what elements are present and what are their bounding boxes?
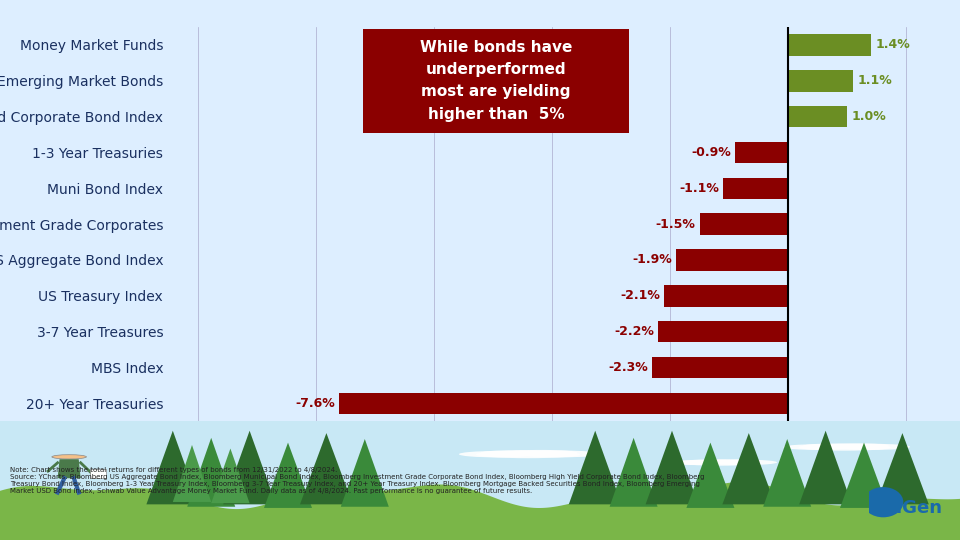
Bar — [700, 213, 788, 235]
Ellipse shape — [702, 459, 758, 464]
Polygon shape — [723, 433, 776, 504]
Ellipse shape — [783, 444, 852, 450]
Ellipse shape — [481, 450, 549, 456]
Bar — [735, 141, 788, 163]
Ellipse shape — [504, 450, 578, 456]
Ellipse shape — [515, 450, 601, 457]
Bar — [788, 106, 848, 127]
Ellipse shape — [459, 451, 537, 457]
Text: While bonds have
underperformed
most are yielding
higher than  5%: While bonds have underperformed most are… — [420, 40, 572, 122]
Text: -0.9%: -0.9% — [691, 146, 731, 159]
Polygon shape — [568, 431, 621, 504]
Text: -7.6%: -7.6% — [296, 397, 335, 410]
Bar — [659, 321, 788, 342]
Text: -1.1%: -1.1% — [680, 182, 719, 195]
Polygon shape — [686, 443, 734, 508]
Text: 1.0%: 1.0% — [852, 110, 886, 123]
Ellipse shape — [833, 444, 910, 450]
Ellipse shape — [684, 460, 737, 464]
Text: -2.1%: -2.1% — [620, 289, 660, 302]
Polygon shape — [211, 449, 250, 503]
Text: 1.4%: 1.4% — [876, 38, 910, 51]
Polygon shape — [763, 439, 811, 507]
Text: -2.3%: -2.3% — [609, 361, 648, 374]
Bar — [664, 285, 788, 307]
Text: -2.2%: -2.2% — [614, 325, 654, 338]
Polygon shape — [264, 443, 312, 508]
Polygon shape — [173, 445, 211, 502]
Polygon shape — [90, 469, 106, 478]
Ellipse shape — [824, 443, 889, 449]
Ellipse shape — [803, 443, 864, 448]
Ellipse shape — [476, 451, 580, 458]
Ellipse shape — [709, 460, 778, 465]
Ellipse shape — [666, 460, 727, 465]
Polygon shape — [0, 482, 960, 540]
Text: -1.9%: -1.9% — [633, 253, 672, 266]
Ellipse shape — [680, 460, 760, 465]
FancyBboxPatch shape — [363, 29, 629, 133]
Text: AllGen: AllGen — [877, 498, 943, 517]
Polygon shape — [610, 438, 658, 507]
Ellipse shape — [799, 444, 891, 451]
Text: -1.5%: -1.5% — [656, 218, 696, 231]
Polygon shape — [146, 431, 200, 504]
Bar — [339, 393, 788, 414]
Bar — [676, 249, 788, 271]
Circle shape — [52, 455, 86, 459]
Polygon shape — [645, 431, 698, 504]
Text: 1.1%: 1.1% — [857, 75, 892, 87]
Polygon shape — [187, 438, 235, 507]
Bar — [653, 357, 788, 378]
Polygon shape — [58, 459, 81, 478]
X-axis label: Year to Date Total Returns: Year to Date Total Returns — [439, 448, 665, 462]
Polygon shape — [341, 439, 389, 507]
Text: Note: Chart shows the total returns for different types of bonds from 12/31/2022: Note: Chart shows the total returns for … — [10, 467, 704, 494]
Bar — [788, 34, 871, 56]
Polygon shape — [876, 433, 928, 504]
Bar — [788, 70, 853, 91]
Circle shape — [863, 487, 903, 517]
Polygon shape — [799, 431, 852, 504]
Polygon shape — [223, 431, 276, 504]
Polygon shape — [840, 443, 888, 508]
Bar — [723, 178, 788, 199]
Polygon shape — [300, 433, 353, 504]
